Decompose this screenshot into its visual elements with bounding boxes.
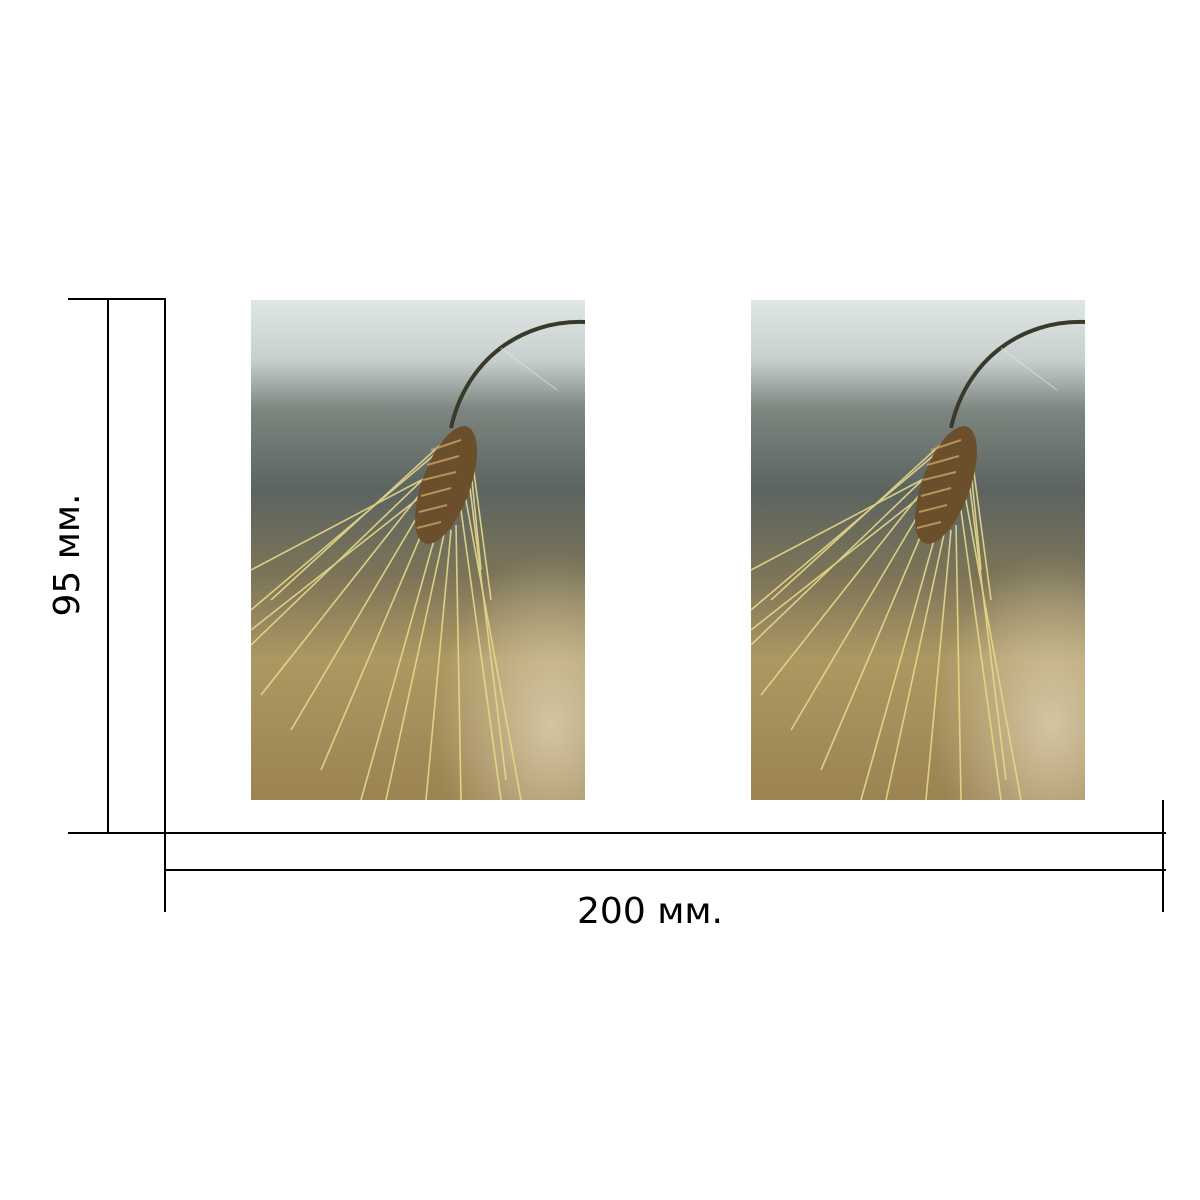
height-dim-line xyxy=(107,298,109,834)
photo-panel-right xyxy=(751,300,1085,800)
height-right-edge xyxy=(164,298,166,834)
width-ext-left xyxy=(164,800,166,912)
photo-panel-left xyxy=(251,300,585,800)
height-ext-top xyxy=(68,298,166,300)
width-ext-right xyxy=(1162,800,1164,912)
height-label: 95 мм. xyxy=(47,493,88,617)
width-top-edge xyxy=(164,832,1166,834)
width-dim-line xyxy=(164,869,1166,871)
height-ext-bottom xyxy=(68,832,166,834)
width-label: 200 мм. xyxy=(577,891,723,932)
